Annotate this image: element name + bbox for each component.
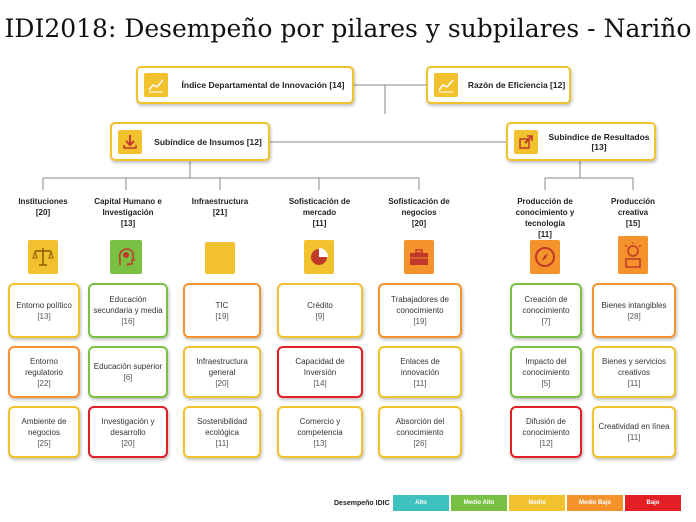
subpillar-box: Entorno regulatorio [22] (8, 346, 80, 398)
subpillar-name: Creatividad en línea (598, 422, 670, 431)
lightbulb-icon (618, 236, 648, 274)
subpillar-rank: [12] (539, 438, 553, 448)
subpillar-rank: [20] (215, 378, 229, 388)
subpillar-box: Ambiente de negocios [25] (8, 406, 80, 458)
compass-icon (530, 240, 560, 274)
subpillar-name: Educación superior (93, 362, 163, 371)
subpillar-box: Infraestructura general [20] (183, 346, 261, 398)
legend-title: Desempeño IDIC (334, 500, 390, 507)
line-chart-icon (144, 73, 168, 97)
page-title: IDI2018: Desempeño por pilares y subpila… (4, 14, 692, 43)
subpillar-name: Trabajadores de conocimiento (391, 295, 449, 315)
subpillar-name: Absorción del conocimiento (395, 416, 445, 437)
subpillar-box: Sostenibilidad ecológica [11] (183, 406, 261, 458)
subpillar-name: Entorno regulatorio (25, 356, 63, 377)
subpillar-box: Trabajadores de conocimiento [19] (378, 283, 462, 338)
subpillar-name: Investigación y desarrollo (101, 416, 155, 437)
subpillar-box: Educación secundaria y media [16] (88, 283, 168, 338)
subpillar-box: Difusión de conocimiento [12] (510, 406, 582, 458)
subpillar-rank: [11] (413, 378, 427, 388)
subpillar-box: Absorción del conocimiento [26] (378, 406, 462, 458)
subpillar-rank: [11] (627, 433, 641, 442)
external-link-icon (514, 129, 538, 154)
subpillar-name: Crédito (307, 300, 333, 310)
subpillar-rank: [11] (627, 378, 641, 388)
subpillar-box: Investigación y desarrollo [20] (88, 406, 168, 458)
subpillar-name: Bienes y servicios creativos (601, 356, 667, 377)
inputs-subindex-box: Subíndice de Insumos [12] (110, 122, 270, 161)
idi-label: Índice Departamental de Innovación [14] (181, 80, 345, 90)
subpillar-box: Comercio y competencia [13] (277, 406, 363, 458)
legend-swatch: Alto (393, 495, 449, 511)
subpillar-name: Educación secundaria y media (93, 295, 163, 315)
subpillar-rank: [14] (313, 378, 327, 388)
line-chart-icon (434, 73, 458, 97)
subpillar-rank: [22] (37, 378, 51, 388)
subpillar-box: Impacto del conocimiento [5] (510, 346, 582, 398)
subpillar-name: Ambiente de negocios (21, 416, 67, 437)
subpillar-name: Creación de conocimiento (522, 295, 570, 315)
subpillar-box: Entorno político [13] (8, 283, 80, 338)
subpillar-rank: [25] (37, 438, 51, 448)
results-subindex-label: Subíndice de Resultados [13] (548, 131, 650, 152)
scales-icon (28, 240, 58, 274)
subpillar-box: Educación superior [6] (88, 346, 168, 398)
subpillar-rank: [13] (313, 438, 327, 448)
results-subindex-box: Subíndice de Resultados [13] (506, 122, 656, 161)
subpillar-rank: [20] (121, 438, 135, 448)
pillar-sofisticacion-negocios: Sofisticación de negocios [20] (388, 197, 450, 228)
subpillar-rank: [19] (413, 317, 427, 326)
brain-head-icon (110, 240, 142, 274)
subpillar-rank: [9] (315, 311, 325, 321)
pillar-sofisticacion-mercado: Sofisticación de mercado [11] (288, 197, 351, 228)
idi-box: Índice Departamental de Innovación [14] (136, 66, 354, 104)
subpillar-name: Comercio y competencia (297, 416, 343, 437)
subpillar-box: Crédito [9] (277, 283, 363, 338)
legend-swatch: Medio Bajo (567, 495, 623, 511)
subpillar-name: Bienes intangibles (601, 300, 667, 310)
subpillar-box: Bienes intangibles [28] (592, 283, 676, 338)
subpillar-name: Capacidad de Inversión (295, 356, 345, 377)
subpillar-name: Infraestructura general (196, 356, 248, 377)
subpillar-box: Bienes y servicios creativos [11] (592, 346, 676, 398)
download-icon (118, 129, 142, 154)
subpillar-name: TIC (215, 300, 229, 310)
pillar-instituciones: Instituciones [20] (18, 197, 68, 217)
subpillar-rank: [28] (627, 311, 641, 321)
subpillar-rank: [16] (121, 317, 135, 326)
subpillar-name: Impacto del conocimiento (522, 356, 570, 377)
infrastructure-icon (205, 242, 235, 274)
subpillar-name: Sostenibilidad ecológica (197, 416, 247, 437)
subpillar-name: Entorno político (16, 300, 72, 310)
legend-swatch: Medio (509, 495, 565, 511)
pillar-produccion-conocimiento: Producción de conocimiento y tecnología[… (515, 197, 575, 239)
subpillar-box: TIC [19] (183, 283, 261, 338)
legend-swatch: Medio Alto (451, 495, 507, 511)
subpillar-box: Creatividad en línea [11] (592, 406, 676, 458)
subpillar-name: Difusión de conocimiento (522, 416, 570, 437)
subpillar-rank: [6] (123, 373, 133, 382)
pie-chart-icon (304, 240, 334, 274)
subpillar-rank: [19] (215, 311, 229, 321)
pillar-infraestructura: Infraestructura [21] (191, 197, 249, 217)
subpillar-rank: [13] (37, 311, 51, 321)
pillar-capital-humano: Capital Humano e Investigación [13] (94, 197, 162, 228)
subpillar-box: Creación de conocimiento [7] (510, 283, 582, 338)
inputs-subindex-label: Subíndice de Insumos [12] (154, 136, 262, 147)
briefcase-icon (404, 240, 434, 274)
efficiency-label: Razón de Eficiencia [12] (467, 80, 566, 90)
subpillar-name: Enlaces de innovación (400, 356, 440, 377)
efficiency-box: Razón de Eficiencia [12] (426, 66, 571, 104)
subpillar-rank: [7] (541, 317, 551, 326)
pillar-produccion-creativa: Producción creativa [15] (610, 197, 655, 228)
legend-swatch: Bajo (625, 495, 681, 511)
subpillar-rank: [11] (215, 438, 229, 448)
subpillar-rank: [5] (541, 378, 551, 388)
subpillar-box: Enlaces de innovación [11] (378, 346, 462, 398)
subpillar-rank: [26] (413, 438, 427, 448)
subpillar-box: Capacidad de Inversión [14] (277, 346, 363, 398)
